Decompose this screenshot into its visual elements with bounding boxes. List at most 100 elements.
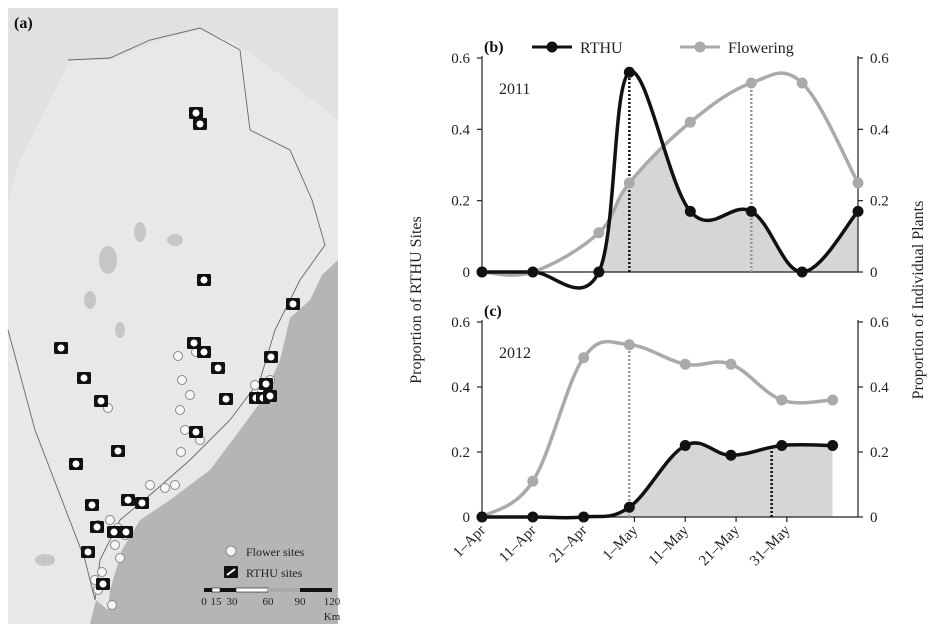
flower-site-marker: [170, 480, 180, 490]
left-y-tick-label: 0.6: [451, 51, 470, 67]
rthu-point: [725, 449, 737, 461]
right-y-tick-label: 0: [870, 510, 878, 526]
rthu-site-marker: [189, 107, 203, 119]
chart-panel-2011: 0 0 0.2 0.2 0.4 0.4 0.6 0.6 (b) 2011: [451, 39, 889, 290]
flower-site-marker: [185, 390, 195, 400]
left-y-tick-label: 0.2: [451, 445, 470, 461]
rthu-site-marker: [107, 526, 121, 538]
rthu-site-marker: [94, 395, 108, 407]
rthu-point: [476, 266, 488, 278]
map-lakes: [35, 222, 183, 566]
rthu-site-marker: [77, 372, 91, 384]
flower-site-marker: [160, 483, 170, 493]
left-y-tick-label: 0: [463, 265, 471, 281]
left-y-tick-label: 0.4: [451, 122, 470, 138]
rthu-legend-marker: [546, 41, 558, 53]
x-tick-label: 1–May: [600, 522, 642, 564]
x-tick-label: 21–Apr: [547, 523, 591, 567]
map-legend: Flower sites RTHU sites 0 15 30 60 90 12…: [201, 545, 341, 623]
flower-site-marker: [115, 553, 125, 563]
right-y-tick-label: 0.4: [870, 122, 889, 138]
flowering-point: [623, 177, 635, 189]
rthu-point: [623, 66, 635, 78]
flowering-point: [527, 475, 539, 487]
left-y-tick-label: 0.6: [451, 315, 470, 331]
rthu-site-marker: [193, 118, 207, 130]
right-y-tick-label: 0.6: [870, 315, 889, 331]
overlap-shaded-area-2: [482, 73, 858, 276]
rthu-site-marker: [187, 337, 201, 349]
flowering-point: [745, 77, 757, 89]
flower-site-marker: [175, 405, 185, 415]
rthu-point: [593, 266, 605, 278]
left-y-tick-label: 0.4: [451, 380, 470, 396]
rthu-point: [827, 440, 839, 451]
rthu-legend-label: RTHU: [580, 40, 623, 57]
map-panel-label: (a): [14, 15, 33, 32]
rthu-point: [776, 440, 788, 451]
flowering-point: [623, 339, 635, 351]
x-tick-label: 21–May: [696, 522, 743, 569]
year-label: 2012: [499, 345, 531, 362]
panel-label: (b): [484, 39, 504, 56]
right-y-tick-label: 0: [870, 265, 878, 281]
rthu-site-marker: [286, 298, 300, 310]
flowering-point: [593, 227, 605, 239]
flower-site-legend-icon: [225, 545, 237, 557]
flowering-point: [852, 177, 864, 189]
flower-site-marker: [250, 380, 260, 390]
rthu-site-marker: [219, 393, 233, 405]
flowering-point: [776, 394, 788, 406]
rthu-site-marker: [111, 445, 125, 457]
chart-legend: RTHU Flowering: [532, 40, 794, 57]
rthu-point: [623, 501, 635, 513]
rthu-site-legend-icon: [224, 566, 238, 578]
rthu-site-marker: [81, 546, 95, 558]
rthu-site-marker: [85, 499, 99, 511]
right-y-tick-label: 0.4: [870, 380, 889, 396]
scale-tick-90: 90: [295, 596, 307, 608]
panel-label: (c): [484, 303, 502, 320]
rthu-point: [684, 205, 696, 217]
flowering-series-line: [480, 339, 833, 519]
flowering-point: [684, 116, 696, 128]
flower-site-marker: [177, 375, 187, 385]
flowering-legend-label: Flowering: [728, 40, 794, 57]
x-tick-label: 1–Apr: [450, 523, 488, 561]
map-land: [8, 8, 338, 624]
flower-site-marker: [173, 351, 183, 361]
flowering-legend-marker: [694, 41, 706, 53]
rthu-sites-label: RTHU sites: [246, 566, 303, 580]
flower-site-marker: [107, 600, 117, 610]
flower-site-marker: [105, 515, 115, 525]
scale-tick-30: 30: [227, 596, 239, 608]
rthu-series-line: [482, 70, 860, 290]
rthu-series-line: [482, 441, 833, 520]
left-y-axis-label: Proportion of RTHU Sites: [408, 216, 425, 383]
rthu-site-marker: [263, 390, 277, 402]
rthu-site-marker: [211, 362, 225, 374]
right-y-tick-label: 0.2: [870, 445, 889, 461]
rthu-site-marker: [96, 578, 110, 590]
left-y-tick-label: 0.2: [451, 194, 470, 210]
flowering-point: [578, 352, 590, 364]
rthu-site-marker: [54, 342, 68, 354]
year-label: 2011: [499, 81, 530, 98]
rthu-site-marker: [264, 351, 278, 363]
scale-tick-60: 60: [263, 596, 275, 608]
x-tick-label: 11–Apr: [496, 523, 539, 566]
scale-bar: 0 15 30 60 90 120 Km: [201, 587, 341, 623]
flower-site-marker: [145, 480, 155, 490]
rthu-point: [745, 205, 757, 217]
map-canada-shading: [8, 8, 338, 200]
rthu-site-marker: [259, 378, 273, 390]
flower-site-marker: [176, 447, 186, 457]
overlap-shaded-area-2: [482, 443, 833, 517]
rthu-site-marker: [90, 521, 104, 533]
map-panel: (a) Flower sites RTHU sites 0 15 30 60: [7, 8, 341, 624]
flowering-point: [725, 358, 737, 370]
flower-site-marker: [97, 567, 107, 577]
rthu-point: [679, 440, 691, 451]
